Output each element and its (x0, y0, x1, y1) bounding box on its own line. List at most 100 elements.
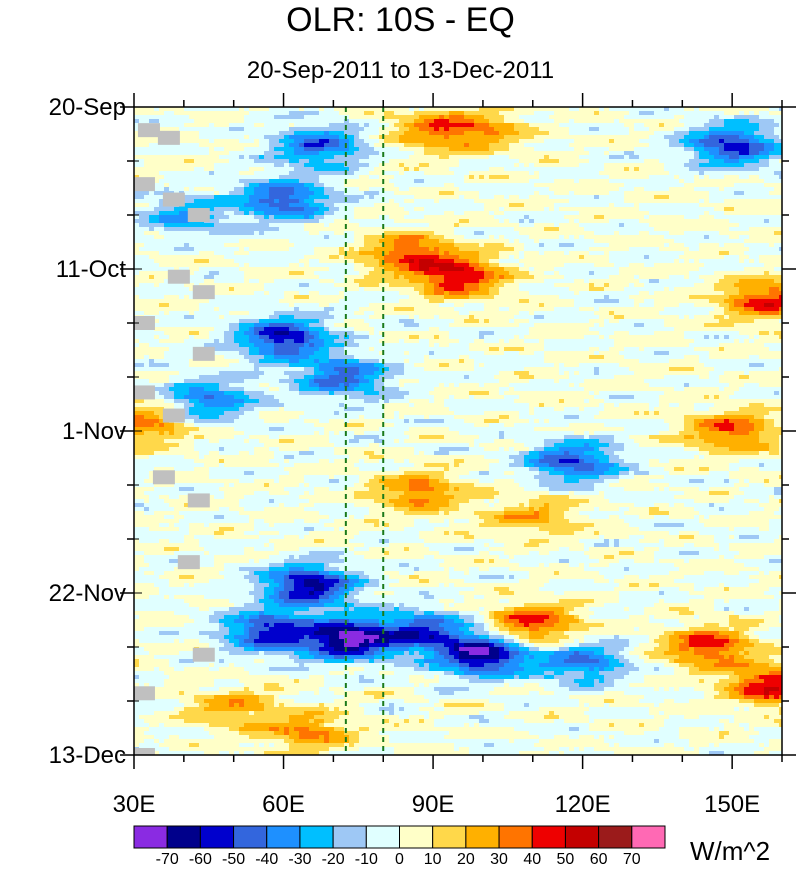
olr-cell (489, 175, 495, 180)
olr-cell (184, 235, 190, 240)
olr-cell (734, 243, 740, 248)
olr-cell (134, 107, 140, 112)
olr-cell (374, 191, 380, 196)
olr-cell (134, 135, 140, 140)
olr-cell (159, 127, 165, 132)
olr-cell (709, 179, 715, 184)
olr-cell (134, 191, 140, 196)
olr-cell (599, 155, 605, 160)
olr-cell (699, 171, 705, 176)
olr-cell (624, 151, 630, 156)
olr-cell (669, 251, 675, 256)
olr-cell (639, 123, 645, 128)
olr-cell (649, 191, 655, 196)
olr-cell (689, 247, 695, 252)
olr-cell (439, 115, 445, 120)
olr-cell (599, 175, 605, 180)
olr-cell (549, 199, 555, 204)
olr-cell (489, 219, 495, 224)
olr-cell (759, 203, 765, 208)
olr-cell (259, 183, 265, 188)
olr-cell (154, 115, 160, 120)
olr-cell (529, 155, 535, 160)
olr-cell (359, 179, 365, 184)
olr-cell (539, 187, 545, 192)
olr-cell (439, 147, 445, 152)
olr-cell (389, 223, 395, 228)
olr-cell (474, 115, 480, 120)
olr-cell (454, 131, 460, 136)
olr-cell (229, 171, 235, 176)
olr-cell (134, 203, 140, 208)
olr-cell (339, 131, 345, 136)
olr-cell (609, 175, 615, 180)
olr-cell (254, 207, 260, 212)
olr-cell (179, 231, 185, 236)
olr-cell (304, 151, 310, 156)
olr-cell (514, 243, 520, 248)
olr-cell (694, 159, 700, 164)
olr-cell (414, 195, 420, 200)
olr-cell (439, 255, 445, 260)
olr-cell (149, 255, 155, 260)
olr-cell (494, 115, 500, 120)
olr-cell (519, 243, 525, 248)
olr-cell (744, 155, 750, 160)
olr-cell (334, 187, 340, 192)
olr-cell (349, 139, 355, 144)
olr-cell (614, 195, 620, 200)
olr-cell (604, 195, 610, 200)
olr-cell (279, 179, 285, 184)
olr-cell (744, 199, 750, 204)
olr-cell (159, 107, 165, 112)
olr-cell (329, 199, 335, 204)
olr-cell (609, 167, 615, 172)
olr-cell (439, 243, 445, 248)
olr-cell (754, 199, 760, 204)
olr-cell (499, 111, 505, 116)
olr-cell (339, 151, 345, 156)
olr-cell (474, 147, 480, 152)
olr-cell (539, 179, 545, 184)
olr-cell (439, 203, 445, 208)
olr-cell (404, 191, 410, 196)
olr-cell (709, 247, 715, 252)
olr-cell (734, 199, 740, 204)
olr-cell (724, 243, 730, 248)
olr-cell (374, 211, 380, 216)
olr-cell (749, 175, 755, 180)
olr-cell (464, 147, 470, 152)
olr-cell (729, 215, 735, 220)
olr-cell (279, 147, 285, 152)
olr-cell (469, 115, 475, 120)
olr-cell (364, 143, 370, 148)
olr-cell (509, 119, 515, 124)
olr-cell (284, 199, 290, 204)
olr-cell (329, 171, 335, 176)
olr-cell (599, 171, 605, 176)
olr-cell (369, 159, 375, 164)
olr-cell (294, 251, 300, 256)
olr-cell (409, 107, 415, 112)
olr-cell (694, 107, 700, 112)
olr-cell (329, 159, 335, 164)
olr-cell (779, 167, 782, 172)
olr-cell (689, 131, 695, 136)
olr-cell (489, 107, 495, 112)
olr-cell (409, 239, 415, 244)
olr-cell (299, 235, 305, 240)
olr-cell (259, 219, 265, 224)
olr-cell (309, 215, 315, 220)
olr-cell (724, 175, 730, 180)
olr-cell (549, 203, 555, 208)
olr-cell (479, 119, 485, 124)
olr-cell (554, 179, 560, 184)
olr-cell (249, 231, 255, 236)
olr-cell (454, 195, 460, 200)
olr-cell (339, 119, 345, 124)
olr-cell (189, 155, 195, 160)
olr-cell (249, 155, 255, 160)
olr-cell (484, 175, 490, 180)
olr-cell (474, 163, 480, 168)
olr-cell (519, 199, 525, 204)
